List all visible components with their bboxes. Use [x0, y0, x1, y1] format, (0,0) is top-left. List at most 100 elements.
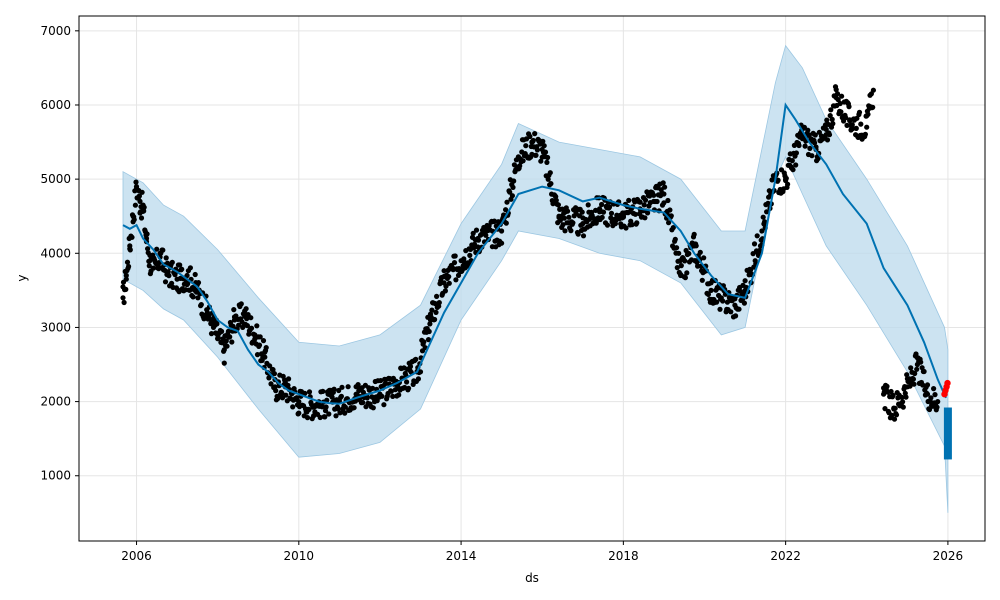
recent-points	[941, 379, 951, 398]
observed-point	[882, 406, 888, 412]
observed-point	[666, 220, 672, 226]
observed-point	[548, 181, 554, 187]
observed-point	[672, 236, 678, 242]
observed-point	[667, 207, 673, 213]
observed-point	[453, 277, 459, 283]
observed-point	[651, 198, 657, 204]
observed-point	[829, 116, 835, 122]
observed-point	[219, 328, 225, 334]
observed-point	[236, 322, 242, 328]
observed-point	[926, 406, 933, 413]
observed-point	[322, 414, 328, 420]
observed-point	[279, 390, 285, 396]
observed-point	[914, 361, 921, 368]
observed-point	[147, 258, 153, 264]
observed-point	[747, 267, 754, 273]
observed-point	[360, 389, 366, 395]
y-tick-label: 7000	[40, 24, 71, 38]
observed-point	[144, 231, 150, 237]
observed-point	[129, 234, 135, 240]
observed-point	[270, 367, 276, 373]
observed-point	[593, 207, 599, 213]
observed-point	[345, 384, 351, 390]
observed-point	[351, 405, 357, 411]
observed-point	[699, 277, 705, 283]
observed-point	[455, 272, 462, 278]
observed-point	[538, 158, 544, 164]
observed-point	[691, 243, 697, 249]
observed-point	[272, 384, 278, 390]
observed-point	[162, 279, 169, 285]
observed-point	[560, 222, 566, 228]
observed-point	[324, 397, 330, 403]
observed-point	[208, 331, 215, 337]
observed-point	[661, 200, 667, 206]
observed-point	[645, 210, 651, 216]
observed-point	[904, 372, 910, 378]
observed-point	[532, 131, 538, 137]
observed-point	[911, 381, 917, 387]
observed-point	[579, 209, 585, 215]
observed-point	[306, 406, 312, 413]
observed-point	[914, 366, 920, 372]
observed-point	[676, 250, 682, 256]
observed-point	[442, 288, 448, 294]
observed-point	[342, 410, 348, 416]
observed-point	[429, 307, 435, 313]
observed-point	[751, 241, 758, 247]
observed-point	[733, 313, 739, 319]
y-axis-label: y	[15, 274, 29, 281]
observed-point	[757, 247, 763, 253]
observed-point	[830, 121, 836, 127]
observed-point	[935, 399, 941, 405]
observed-point	[728, 309, 734, 315]
observed-point	[555, 202, 562, 208]
observed-point	[427, 321, 433, 327]
observed-point	[390, 393, 396, 399]
observed-point	[520, 158, 526, 164]
observed-point	[539, 146, 545, 153]
observed-point	[899, 394, 905, 400]
observed-point	[523, 143, 529, 149]
observed-point	[789, 158, 795, 164]
observed-point	[807, 145, 813, 151]
observed-point	[742, 278, 748, 284]
observed-point	[230, 323, 236, 329]
observed-point	[370, 405, 376, 411]
observed-point	[714, 299, 720, 305]
observed-point	[565, 208, 571, 214]
observed-point	[900, 404, 906, 410]
observed-point	[302, 390, 308, 396]
observed-point	[224, 343, 230, 349]
observed-point	[608, 215, 614, 221]
observed-point	[268, 381, 274, 387]
observed-point	[138, 215, 145, 221]
observed-point	[626, 197, 632, 203]
observed-point	[407, 363, 414, 370]
observed-point	[853, 125, 859, 131]
observed-point	[824, 117, 830, 123]
observed-point	[620, 213, 627, 219]
observed-point	[195, 295, 201, 301]
observed-point	[806, 132, 812, 138]
observed-point	[470, 230, 476, 236]
observed-point	[545, 154, 551, 161]
observed-point	[446, 280, 452, 286]
observed-point	[504, 199, 510, 205]
observed-point	[164, 269, 170, 275]
observed-point	[290, 404, 296, 410]
observed-point	[570, 220, 576, 226]
observed-point	[575, 231, 581, 237]
observed-point	[793, 162, 799, 168]
observed-point	[451, 260, 458, 266]
observed-point	[686, 251, 692, 257]
observed-point	[545, 176, 551, 182]
observed-point	[760, 214, 766, 220]
observed-point	[910, 376, 917, 382]
observed-point	[381, 402, 387, 408]
observed-point	[783, 176, 789, 182]
observed-point	[179, 266, 185, 272]
observed-point	[932, 392, 938, 398]
observed-point	[533, 152, 539, 158]
forecast-line-group	[122, 102, 947, 405]
